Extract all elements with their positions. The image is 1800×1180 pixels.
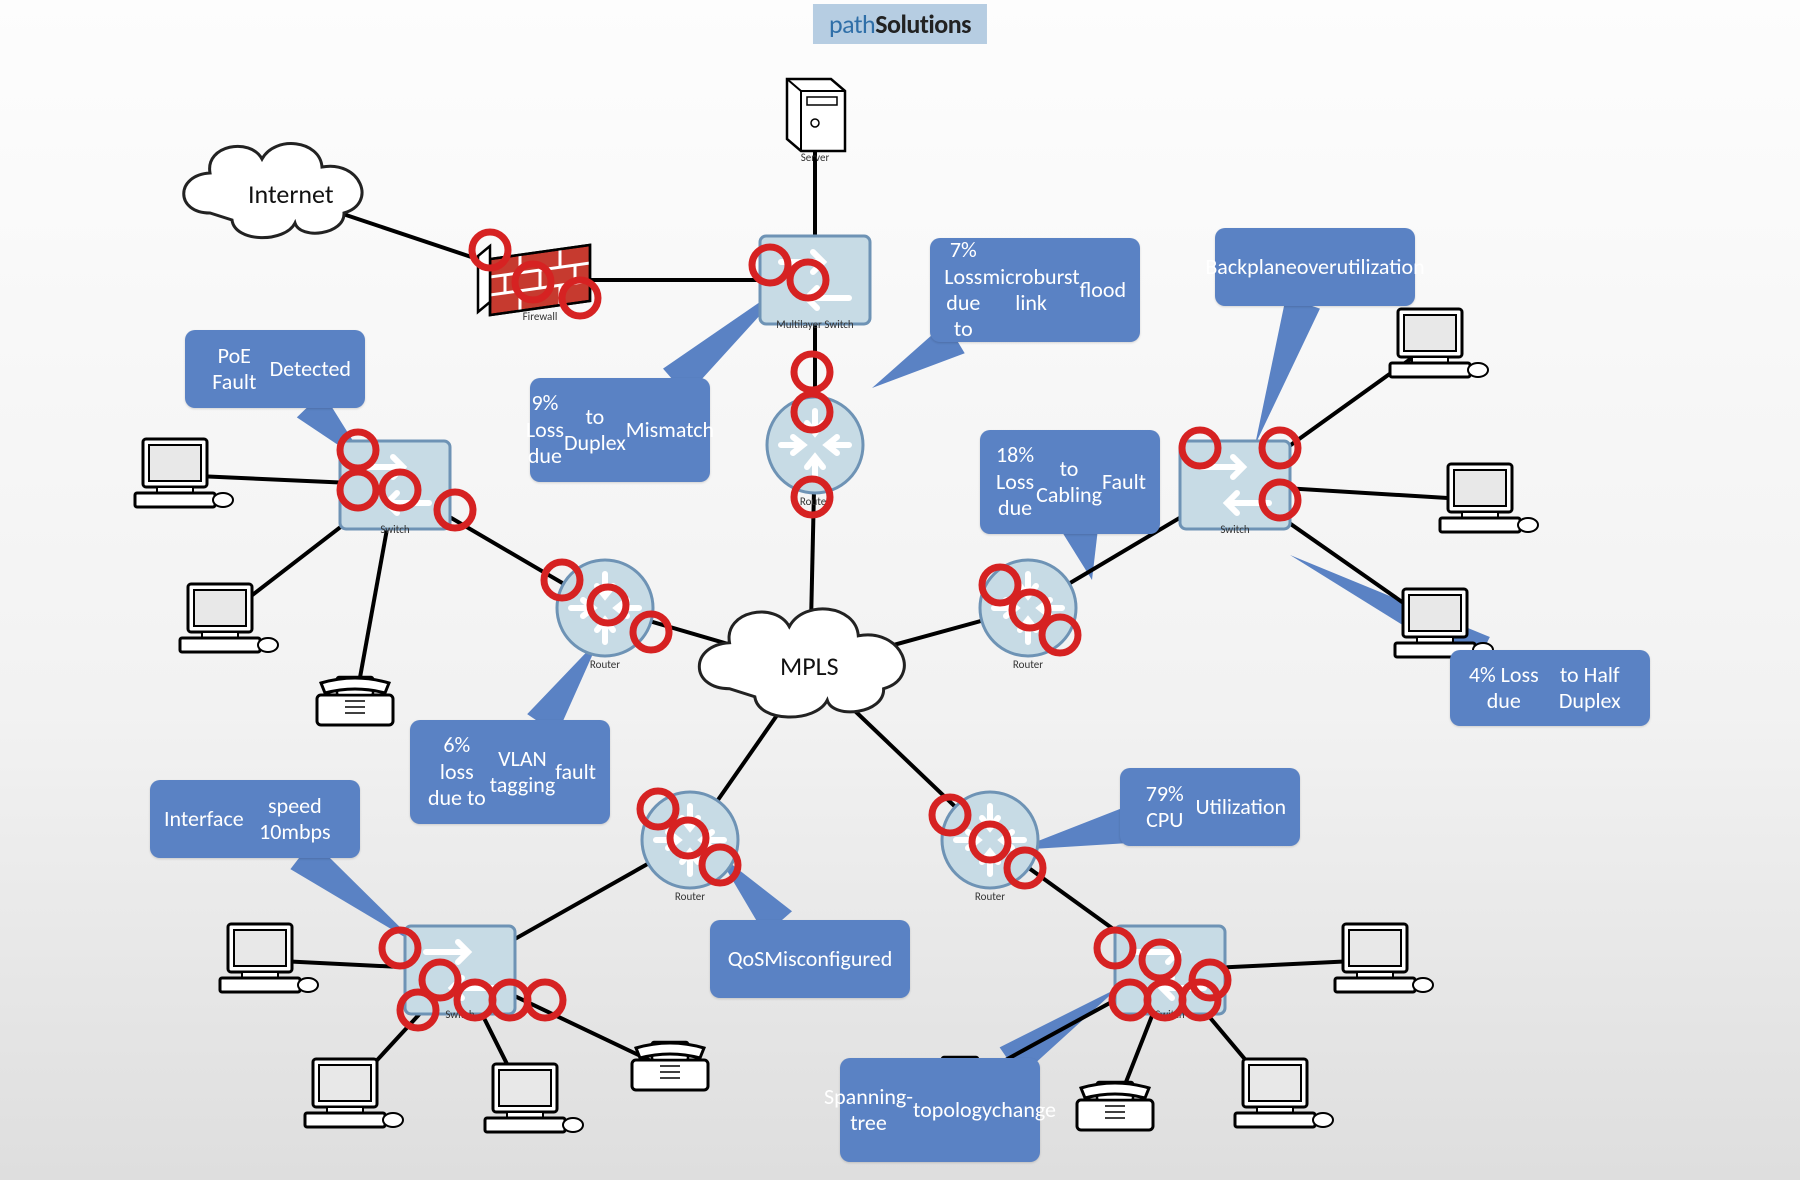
pc-node: [1395, 589, 1493, 657]
pc-node: [1390, 309, 1488, 377]
phone-node: [317, 677, 393, 725]
svg-text:Firewall: Firewall: [523, 310, 558, 323]
callout-half-duplex: 4% Loss dueto Half Duplex: [1450, 650, 1650, 726]
callout-tail: [1255, 297, 1320, 445]
internet-label: Internet: [248, 178, 334, 210]
phone-node: [1077, 1082, 1153, 1130]
callout-tail: [1063, 526, 1098, 580]
callout-backplane: Backplaneoverutilization: [1215, 228, 1415, 306]
pc-node: [305, 1059, 403, 1127]
router-node: Router: [767, 397, 863, 508]
server-node: Server: [787, 79, 845, 164]
pc-node: [135, 439, 233, 507]
callout-poe-fault: PoE FaultDetected: [185, 330, 365, 408]
callout-microburst: 7% Loss due tomicroburst linkflood: [930, 238, 1140, 342]
phone-node: [632, 1042, 708, 1090]
svg-text:Switch: Switch: [380, 523, 410, 536]
callout-vlan-tagging: 6% loss due toVLAN taggingfault: [410, 720, 610, 824]
callout-spanning-tree: Spanning-treetopologychange: [840, 1058, 1040, 1162]
pc-node: [1335, 924, 1433, 992]
pc-node: [1235, 1059, 1333, 1127]
callout-cpu: 79% CPUUtilization: [1120, 768, 1300, 846]
pc-node: [1440, 464, 1538, 532]
svg-text:Router: Router: [675, 890, 705, 903]
svg-text:Router: Router: [975, 890, 1005, 903]
callout-interface-speed: Interfacespeed 10mbps: [150, 780, 360, 858]
pc-node: [180, 584, 278, 652]
switch-node: Switch: [1180, 441, 1290, 536]
mpls-label: MPLS: [780, 650, 839, 682]
network-diagram: Server Multilayer Switch Firewall Router Rou…: [0, 0, 1800, 1180]
callout-qos: QoSMisconfigured: [710, 920, 910, 998]
svg-text:Server: Server: [801, 151, 830, 164]
svg-text:Multilayer Switch: Multilayer Switch: [776, 318, 854, 331]
pc-node: [485, 1064, 583, 1132]
svg-text:Switch: Switch: [1220, 523, 1250, 536]
switch-node: Switch: [340, 441, 450, 536]
svg-text:Router: Router: [1013, 658, 1043, 671]
callout-cabling-fault: 18% Loss dueto CablingFault: [980, 430, 1160, 534]
alert-ring-icon: [794, 354, 830, 390]
svg-text:Router: Router: [590, 658, 620, 671]
pc-node: [220, 924, 318, 992]
callout-duplex-mismatch: 9% Loss dueto DuplexMismatch: [530, 378, 710, 482]
